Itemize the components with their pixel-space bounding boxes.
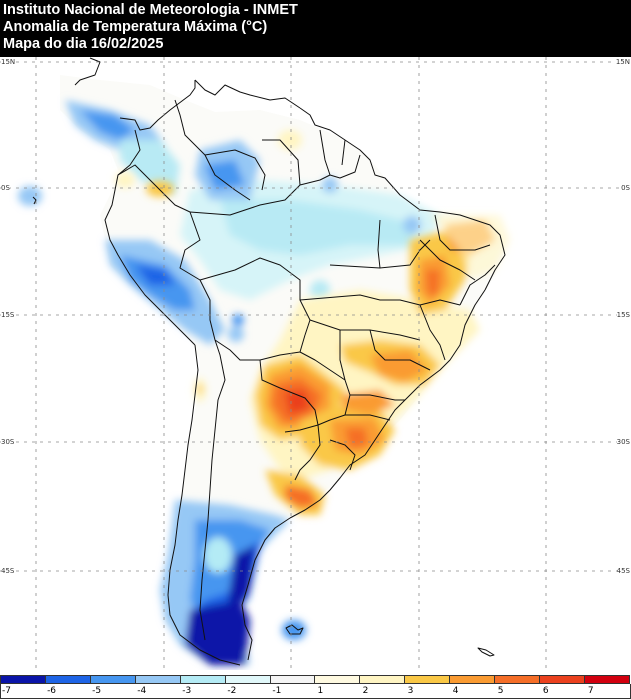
colorbar-tick-label: -4 xyxy=(137,686,147,696)
colorbar-tick-label: 7 xyxy=(587,686,594,696)
lat-label-left-0s: 0S xyxy=(1,184,10,192)
colorbar-swatch xyxy=(315,676,361,683)
lat-label-right-15n: 15N xyxy=(615,58,630,66)
anomaly-map: 15N 0S 15S 30S 45S 15N 0S 15S 30S 45S xyxy=(0,57,631,670)
colorbar-swatch xyxy=(1,676,46,683)
map-title: Anomalia de Temperatura Máxima (°C) xyxy=(3,19,268,35)
map-canvas xyxy=(0,57,631,670)
colorbar-tick-label: 1 xyxy=(317,686,324,696)
lat-label-right-45s: 45S xyxy=(616,567,630,575)
colorbar-tick-label: -7 xyxy=(2,686,11,696)
colorbar-tick-label: -1 xyxy=(272,686,282,696)
colorbar-swatch xyxy=(495,676,541,683)
colorbar-swatch xyxy=(90,676,136,683)
lat-label-right-0s: 0S xyxy=(621,184,630,192)
colorbar-tick-label: 4 xyxy=(452,686,459,696)
lat-label-left-45s: 45S xyxy=(1,567,15,575)
map-header: Instituto Nacional de Meteorologia - INM… xyxy=(0,0,631,57)
institution-title: Instituto Nacional de Meteorologia - INM… xyxy=(3,2,298,18)
lat-label-left-30s: 30S xyxy=(1,438,15,446)
colorbar-tick-label: 5 xyxy=(497,686,504,696)
lat-label-left-15n: 15N xyxy=(1,58,16,66)
colorbar-tick-label: 2 xyxy=(362,686,369,696)
lat-label-right-15s: 15S xyxy=(616,311,630,319)
colorbar-swatch xyxy=(360,676,406,683)
colorbar-ticks: -7 -6 -5 -4 -3 -2 -1 1 2 3 4 5 6 7 xyxy=(0,684,631,699)
colorbar-swatch xyxy=(270,676,316,683)
colorbar-swatch xyxy=(540,676,585,683)
colorbar-swatch xyxy=(225,676,271,683)
country-borders xyxy=(32,57,506,666)
colorbar-legend: -7 -6 -5 -4 -3 -2 -1 1 2 3 4 5 6 7 xyxy=(0,675,631,700)
colorbar-tick-label: -3 xyxy=(182,686,192,696)
graticule xyxy=(0,57,631,670)
colorbar-swatch xyxy=(45,676,91,683)
colorbar-swatch xyxy=(450,676,496,683)
colorbar-tick-label: -6 xyxy=(47,686,57,696)
colorbar-tick-label: -2 xyxy=(227,686,237,696)
colorbar-tick-label: -5 xyxy=(92,686,102,696)
colorbar-swatch xyxy=(135,676,181,683)
colorbar-tick-label: 6 xyxy=(542,686,549,696)
colorbar-swatches xyxy=(0,675,630,684)
colorbar-tick-label: 3 xyxy=(407,686,414,696)
colorbar-swatch xyxy=(180,676,226,683)
lat-label-left-15s: 15S xyxy=(1,311,15,319)
colorbar-swatch xyxy=(584,676,629,683)
lat-label-right-30s: 30S xyxy=(616,438,630,446)
warm-anomalies xyxy=(115,130,510,515)
map-date: Mapa do dia 16/02/2025 xyxy=(3,36,164,52)
colorbar-swatch xyxy=(405,676,451,683)
